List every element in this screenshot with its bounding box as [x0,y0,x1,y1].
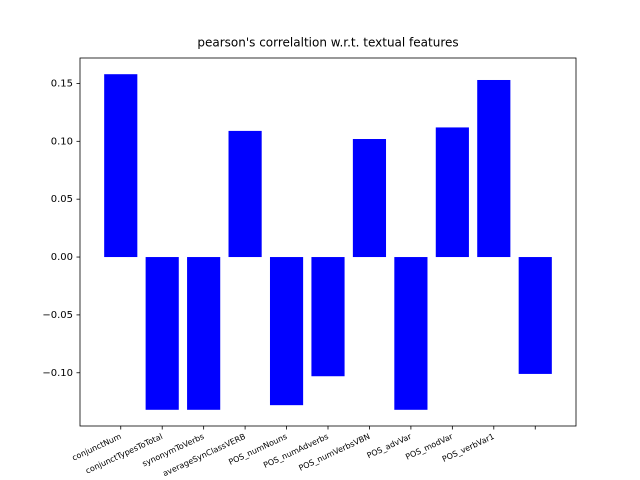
y-tick-label: 0.15 [51,78,73,89]
bar [311,257,345,377]
bar [477,79,511,258]
chart-title: pearson's correlaltion w.r.t. textual fe… [197,36,458,50]
bar [518,257,552,374]
y-tick-label: −0.05 [42,310,73,321]
bar [145,257,179,410]
bar [228,130,262,258]
bar [187,257,221,410]
axes-frame [79,57,577,427]
y-tick-label: 0.10 [51,136,73,147]
bar [394,257,428,410]
y-tick-label: 0.05 [51,194,73,205]
bar [269,257,304,406]
bar [435,127,469,258]
bar [104,74,138,258]
bar [352,139,387,258]
y-tick-label: −0.10 [42,368,73,379]
y-tick-label: 0.00 [51,252,73,263]
